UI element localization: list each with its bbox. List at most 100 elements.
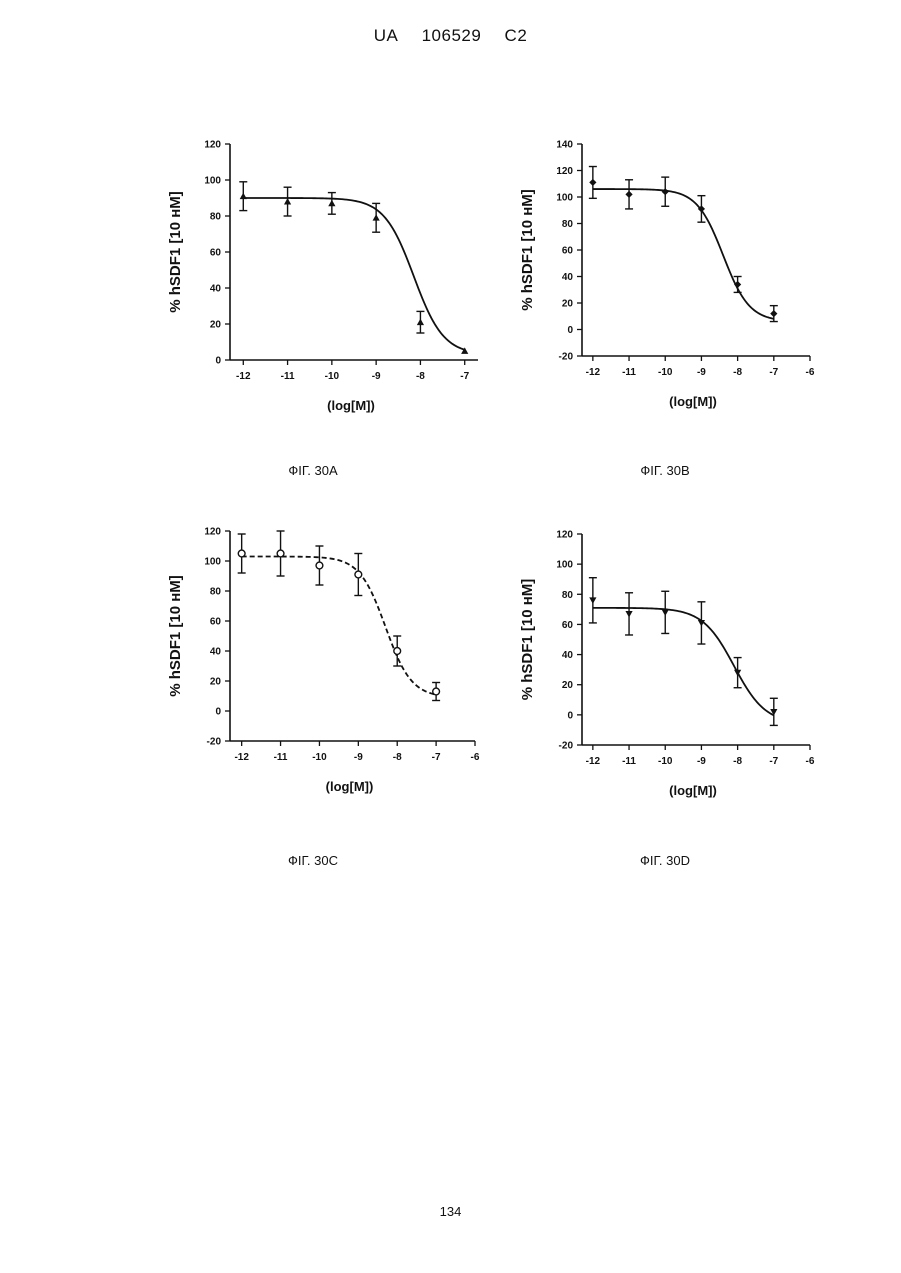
y-axis-title: % hSDF1 [10 нМ] bbox=[519, 579, 536, 701]
y-tick-label: 80 bbox=[562, 219, 574, 230]
data-point bbox=[277, 550, 284, 557]
y-tick-label: 80 bbox=[562, 590, 574, 601]
x-tick-label: -11 bbox=[622, 367, 636, 378]
y-tick-label: 20 bbox=[562, 299, 574, 310]
data-point bbox=[316, 562, 323, 569]
data-point bbox=[662, 188, 669, 195]
y-tick-label: 120 bbox=[204, 527, 221, 538]
x-axis-title: (log[M]) bbox=[669, 394, 717, 409]
y-tick-label: 140 bbox=[556, 140, 573, 151]
data-point bbox=[284, 198, 291, 204]
x-tick-label: -12 bbox=[586, 756, 601, 767]
x-tick-label: -10 bbox=[658, 756, 673, 767]
data-point bbox=[238, 550, 245, 557]
x-tick-label: -12 bbox=[586, 367, 601, 378]
x-tick-label: -6 bbox=[471, 752, 480, 763]
fit-curve bbox=[593, 608, 774, 716]
x-tick-label: -9 bbox=[697, 367, 706, 378]
y-tick-label: 40 bbox=[210, 647, 222, 658]
y-tick-label: 40 bbox=[562, 272, 574, 283]
y-axis-title: % hSDF1 [10 нМ] bbox=[519, 189, 536, 311]
patent-header: UA 106529 C2 bbox=[0, 26, 901, 46]
y-axis-title: % hSDF1 [10 нМ] bbox=[167, 575, 184, 697]
y-tick-label: -20 bbox=[207, 737, 222, 748]
x-tick-label: -7 bbox=[769, 367, 778, 378]
y-tick-label: -20 bbox=[559, 352, 574, 363]
caption-30d: ФІГ. 30D bbox=[605, 853, 725, 868]
y-tick-label: 100 bbox=[556, 560, 573, 571]
chart-30c: -20020406080100120-12-11-10-9-8-7-6(log[… bbox=[160, 515, 490, 810]
y-tick-label: -20 bbox=[559, 741, 574, 752]
y-tick-label: 120 bbox=[556, 530, 573, 541]
chart-30d: -20 0 20 40 60 80 100 120 -12 -11 -10 -9 -8 -7 -6 (log[… bbox=[512, 515, 832, 810]
y-tick-label: 0 bbox=[567, 325, 573, 336]
data-point bbox=[625, 191, 632, 198]
data-point bbox=[433, 688, 440, 695]
x-tick-label: -6 bbox=[806, 367, 815, 378]
y-tick-label: 20 bbox=[210, 320, 222, 331]
y-tick-label: 80 bbox=[210, 212, 222, 223]
x-tick-label: -9 bbox=[354, 752, 363, 763]
y-tick-label: 60 bbox=[562, 246, 574, 257]
x-axis-title: (log[M]) bbox=[326, 779, 374, 794]
x-tick-label: -7 bbox=[460, 371, 469, 382]
data-point bbox=[394, 648, 401, 655]
y-tick-label: 20 bbox=[562, 680, 574, 691]
x-tick-label: -8 bbox=[416, 371, 425, 382]
x-axis-title: (log[M]) bbox=[669, 783, 717, 798]
y-tick-label: 40 bbox=[562, 650, 574, 661]
fit-curve bbox=[242, 557, 436, 695]
fit-curve bbox=[593, 189, 774, 319]
header-number: 106529 bbox=[422, 26, 482, 45]
x-tick-label: -12 bbox=[236, 371, 251, 382]
caption-30a: ФІГ. 30А bbox=[253, 463, 373, 478]
x-tick-label: -11 bbox=[622, 756, 636, 767]
y-tick-label: 100 bbox=[556, 193, 573, 204]
x-tick-label: -10 bbox=[325, 371, 340, 382]
data-point bbox=[328, 200, 335, 206]
data-point bbox=[417, 319, 424, 325]
data-point bbox=[662, 609, 669, 615]
chart-30b: -20020406080100120140-12-11-10-9-8-7-6(l… bbox=[512, 128, 832, 423]
header-kind: C2 bbox=[505, 26, 528, 45]
data-point bbox=[625, 611, 632, 617]
fit-curve bbox=[243, 198, 464, 350]
header-country: UA bbox=[374, 26, 399, 45]
data-point bbox=[355, 571, 362, 578]
chart-30a: 0 20 40 60 80 100 120 -12 -11 -10 -9 -8 -7 (log[M]) % … bbox=[160, 128, 490, 423]
y-tick-label: 0 bbox=[567, 710, 573, 721]
x-axis-title: (log[M]) bbox=[327, 398, 375, 413]
y-tick-label: 120 bbox=[556, 166, 573, 177]
y-tick-label: 60 bbox=[210, 617, 222, 628]
page-number: 134 bbox=[0, 1204, 901, 1219]
x-tick-label: -11 bbox=[274, 752, 288, 763]
data-point bbox=[589, 597, 596, 603]
y-tick-label: 20 bbox=[210, 677, 222, 688]
caption-30b: ФІГ. 30В bbox=[605, 463, 725, 478]
y-tick-label: 60 bbox=[210, 248, 222, 259]
y-tick-label: 120 bbox=[204, 140, 221, 151]
caption-30c: ФІГ. 30С bbox=[253, 853, 373, 868]
y-tick-label: 0 bbox=[215, 356, 221, 367]
y-tick-label: 60 bbox=[562, 620, 574, 631]
x-tick-label: -8 bbox=[393, 752, 402, 763]
y-tick-label: 0 bbox=[215, 707, 221, 718]
x-tick-label: -9 bbox=[372, 371, 381, 382]
x-tick-label: -9 bbox=[697, 756, 706, 767]
y-axis-title: % hSDF1 [10 нМ] bbox=[167, 191, 184, 313]
x-tick-label: -7 bbox=[432, 752, 441, 763]
x-tick-label: -10 bbox=[312, 752, 327, 763]
data-point bbox=[770, 310, 777, 317]
y-tick-label: 100 bbox=[204, 176, 221, 187]
y-tick-label: 40 bbox=[210, 284, 222, 295]
x-tick-label: -6 bbox=[806, 756, 815, 767]
y-tick-label: 80 bbox=[210, 587, 222, 598]
data-point bbox=[373, 214, 380, 220]
x-tick-label: -7 bbox=[769, 756, 778, 767]
data-point bbox=[240, 193, 247, 199]
data-point bbox=[589, 179, 596, 186]
x-tick-label: -11 bbox=[281, 371, 295, 382]
x-tick-label: -8 bbox=[733, 367, 742, 378]
x-tick-label: -8 bbox=[733, 756, 742, 767]
y-tick-label: 100 bbox=[204, 557, 221, 568]
